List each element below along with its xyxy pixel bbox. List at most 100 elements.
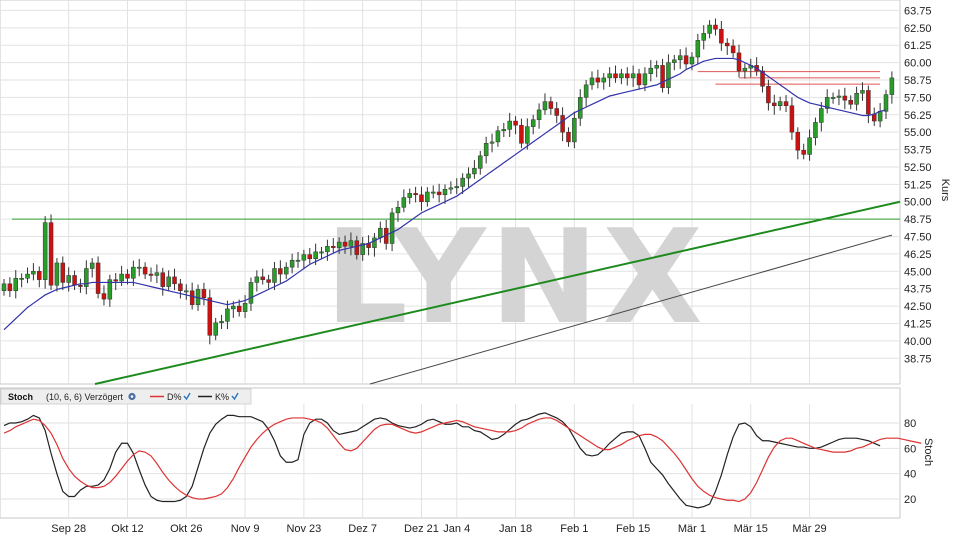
candle-up bbox=[25, 273, 30, 279]
candle-down bbox=[37, 271, 42, 280]
candle-up bbox=[489, 141, 495, 144]
candle-down bbox=[724, 42, 730, 47]
candle-up bbox=[695, 40, 701, 58]
candle-down bbox=[519, 124, 524, 144]
candle-down bbox=[683, 55, 689, 65]
candle-up bbox=[89, 262, 95, 269]
candle-up bbox=[478, 155, 483, 169]
candle-down bbox=[178, 283, 183, 292]
candle-down bbox=[160, 272, 166, 287]
date-tick-label: Feb 15 bbox=[616, 523, 650, 535]
candle-down bbox=[60, 262, 66, 283]
candle-down bbox=[613, 73, 618, 79]
price-axis-ticks: 38.75 40.00 41.25 42.50 43.75 45.00 46.25 47.50… bbox=[904, 5, 932, 365]
candle-up bbox=[272, 268, 277, 283]
price-tick-label: 50.00 bbox=[904, 197, 932, 209]
candle-up bbox=[824, 97, 830, 109]
date-tick-label: Dez 21 bbox=[404, 523, 439, 535]
candle-down bbox=[413, 193, 418, 196]
candle-up bbox=[777, 101, 783, 106]
candle-up bbox=[525, 126, 530, 144]
candle-up bbox=[166, 276, 171, 287]
candle-up bbox=[572, 118, 577, 143]
candle-down bbox=[48, 222, 54, 286]
candlesticks bbox=[1, 18, 895, 345]
price-tick-label: 48.75 bbox=[904, 214, 932, 226]
price-tick-label: 47.50 bbox=[904, 232, 932, 244]
candle-down bbox=[719, 28, 724, 44]
candle-up bbox=[289, 259, 295, 268]
candle-up bbox=[219, 321, 224, 324]
candle-up bbox=[119, 273, 124, 282]
candle-up bbox=[295, 259, 301, 262]
candle-up bbox=[495, 130, 501, 143]
k-legend-label: K% bbox=[215, 392, 229, 402]
stoch-tick-label: 60 bbox=[904, 443, 916, 455]
candle-up bbox=[242, 303, 248, 312]
date-tick-label: Jan 4 bbox=[443, 523, 470, 535]
candle-down bbox=[207, 297, 213, 336]
candle-up bbox=[530, 119, 536, 127]
candle-up bbox=[483, 143, 489, 157]
candle-up bbox=[325, 246, 330, 253]
price-tick-label: 61.25 bbox=[904, 40, 932, 52]
candle-up bbox=[601, 77, 607, 83]
candle-up bbox=[666, 62, 671, 88]
k-visible-check-icon[interactable] bbox=[231, 392, 239, 401]
candle-up bbox=[654, 65, 659, 69]
settings-icon[interactable] bbox=[128, 392, 136, 401]
candle-down bbox=[736, 52, 742, 72]
candle-up bbox=[642, 73, 648, 86]
candle-up bbox=[860, 90, 865, 94]
candle-up bbox=[830, 97, 836, 99]
candle-up bbox=[677, 55, 683, 61]
candle-down bbox=[871, 113, 877, 122]
candle-up bbox=[648, 67, 654, 74]
date-tick-label: Mär 1 bbox=[678, 523, 706, 535]
candle-down bbox=[760, 70, 765, 87]
stoch-axis-title: Stoch bbox=[922, 438, 934, 466]
candle-up bbox=[607, 73, 612, 79]
watermark-logo: LYNX bbox=[325, 201, 707, 353]
candle-up bbox=[136, 266, 142, 269]
candle-up bbox=[466, 173, 471, 179]
candle-down bbox=[7, 283, 13, 292]
candle-down bbox=[189, 290, 195, 305]
candle-up bbox=[348, 240, 354, 247]
candle-up bbox=[1, 283, 7, 292]
price-tick-label: 63.75 bbox=[904, 5, 932, 17]
candle-down bbox=[560, 115, 565, 133]
price-tick-label: 52.50 bbox=[904, 162, 932, 174]
candle-up bbox=[231, 305, 236, 310]
candle-down bbox=[236, 305, 242, 312]
candle-up bbox=[672, 59, 677, 63]
candle-down bbox=[307, 254, 313, 260]
price-tick-label: 40.00 bbox=[904, 336, 932, 348]
candle-up bbox=[836, 95, 842, 98]
candle-down bbox=[201, 289, 207, 298]
candle-down bbox=[866, 90, 871, 115]
candle-up bbox=[877, 111, 883, 122]
candle-up bbox=[54, 262, 60, 286]
candle-up bbox=[107, 279, 113, 300]
date-tick-label: Jan 18 bbox=[499, 523, 532, 535]
candle-up bbox=[213, 322, 218, 336]
d-visible-check-icon[interactable] bbox=[183, 392, 191, 401]
stoch-legend: Stoch (10, 6, 6) Verzögert D% K% bbox=[0, 388, 252, 405]
candle-down bbox=[342, 241, 348, 247]
price-tick-label: 55.00 bbox=[904, 127, 932, 139]
price-tick-label: 41.25 bbox=[904, 318, 932, 330]
candle-down bbox=[848, 99, 853, 105]
price-tick-label: 53.75 bbox=[904, 145, 932, 157]
candle-up bbox=[154, 272, 160, 276]
candle-down bbox=[278, 268, 283, 275]
candle-down bbox=[772, 102, 777, 106]
candle-up bbox=[472, 168, 477, 175]
candle-down bbox=[78, 284, 83, 287]
candle-up bbox=[313, 251, 318, 260]
candle-down bbox=[125, 273, 130, 279]
candle-up bbox=[689, 56, 695, 65]
candle-up bbox=[630, 73, 636, 79]
candle-down bbox=[801, 150, 806, 155]
